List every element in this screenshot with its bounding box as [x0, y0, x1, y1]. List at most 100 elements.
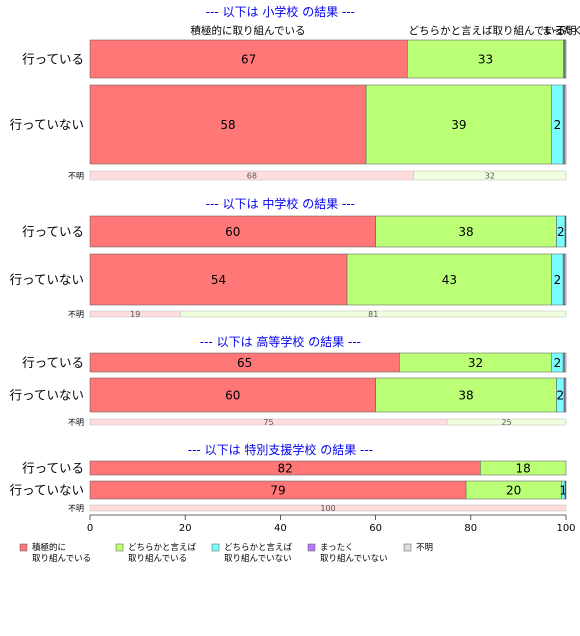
legend-swatch — [211, 543, 220, 552]
data-label: 32 — [468, 356, 483, 370]
data-label: 65 — [237, 356, 252, 370]
legend-item-c5: 不明 — [403, 543, 433, 553]
data-label: 75 — [263, 418, 273, 427]
data-label: 25 — [501, 418, 511, 427]
data-label: 2 — [554, 273, 562, 287]
legend-label: 取り組んでいる — [32, 553, 91, 564]
bar-segment-c2 — [446, 418, 567, 426]
row-label: 行っている — [22, 52, 84, 67]
bar-segment-c2 — [375, 377, 557, 413]
legend-label: 積極的に — [32, 542, 66, 553]
row-label: 行っている — [22, 461, 84, 476]
panel-title: --- 以下は 中学校 の結果 --- — [206, 196, 355, 211]
data-label: 1 — [559, 484, 567, 498]
top-labels: 積極的に取り組んでいる どちらかと言えば取り組んでいる まったく 不明 — [191, 24, 580, 37]
bar-segment-c2 — [365, 84, 552, 165]
data-label: 60 — [225, 225, 240, 239]
row-label: 不明 — [68, 172, 84, 181]
data-label: 43 — [442, 273, 457, 287]
row-label: 不明 — [68, 418, 84, 427]
top-label-2: どちらかと言えば取り組んでいる — [409, 24, 566, 37]
panel-1: --- 以下は 小学校 の結果 --- 行っている 67 33 行っていない 58 39 2 不… — [10, 4, 567, 181]
row-label: 不明 — [68, 504, 84, 513]
x-tick-label: 100 — [556, 523, 575, 534]
row-label: 行っていない — [10, 272, 84, 287]
top-label-3: まったく — [542, 25, 580, 37]
data-label: 2 — [556, 389, 564, 403]
legend-label: どちらかと言えば — [224, 542, 293, 553]
bar-segment-c1 — [89, 253, 348, 306]
legend-label: 不明 — [416, 543, 433, 553]
legend-swatch — [19, 543, 28, 552]
top-label-4: 不明 — [556, 25, 577, 37]
bar-segment-c5 — [564, 84, 567, 165]
row-label: 行っていない — [10, 388, 84, 403]
legend: 積極的に取り組んでいるどちらかと言えば取り組んでいるどちらかと言えば取り組んでい… — [19, 542, 433, 564]
bar-segment-c5 — [564, 377, 567, 413]
data-label: 58 — [220, 118, 235, 132]
data-label: 39 — [451, 118, 466, 132]
legend-label: 取り組んでいる — [128, 553, 187, 564]
x-tick-label: 20 — [179, 523, 192, 534]
legend-label: どちらかと言えば — [128, 542, 197, 553]
bar-segment-c1 — [89, 504, 567, 512]
legend-label: まったく — [320, 543, 354, 553]
panel-3: --- 以下は 高等学校 の結果 --- 行っている 65 32 2 行っていない 60 38… — [10, 334, 567, 427]
bar-segment-c2 — [407, 39, 564, 79]
data-label: 19 — [130, 310, 140, 319]
bar-segment-c5 — [564, 352, 567, 373]
data-label: 2 — [554, 118, 562, 132]
data-label: 38 — [458, 225, 473, 239]
bar-segment-c5 — [565, 480, 567, 500]
bar-segment-c2 — [346, 253, 552, 306]
legend-swatch — [307, 543, 316, 552]
x-tick-label: 80 — [464, 523, 477, 534]
legend-swatch — [403, 543, 412, 552]
row-label: 行っていない — [10, 117, 84, 132]
data-label: 54 — [211, 273, 226, 287]
legend-item-c2: どちらかと言えば取り組んでいる — [115, 542, 197, 564]
bar-segment-c2 — [375, 215, 557, 248]
panel-2: --- 以下は 中学校 の結果 --- 行っている 60 38 2 行っていない 54 43 2… — [10, 196, 567, 319]
data-label: 38 — [458, 389, 473, 403]
bar-segment-c1 — [89, 84, 367, 165]
panel-title: --- 以下は 高等学校 の結果 --- — [200, 334, 361, 349]
x-tick-label: 60 — [369, 523, 382, 534]
row-label: 行っていない — [10, 483, 84, 498]
data-label: 33 — [478, 53, 493, 67]
row-label: 行っている — [22, 355, 84, 370]
data-label: 32 — [485, 172, 495, 181]
panel-title: --- 以下は 特別支援学校 の結果 --- — [188, 442, 373, 457]
data-label: 82 — [278, 462, 293, 476]
x-tick-label: 0 — [87, 523, 93, 534]
panel-4: --- 以下は 特別支援学校 の結果 --- 行っている 82 18 行っていない 79 2… — [10, 442, 567, 513]
data-label: 67 — [241, 53, 256, 67]
bar-segment-c2 — [413, 170, 567, 181]
x-axis: 0 20 40 60 80 100 — [87, 514, 576, 534]
bar-segment-c1 — [89, 377, 376, 413]
data-label: 60 — [225, 389, 240, 403]
bar-segment-c5 — [564, 39, 567, 79]
data-label: 18 — [516, 462, 531, 476]
data-label: 2 — [557, 225, 565, 239]
bar-segment-c5 — [564, 253, 567, 306]
top-label-1: 積極的に取り組んでいる — [191, 24, 306, 37]
x-tick-label: 40 — [274, 523, 287, 534]
bar-segment-c2 — [480, 460, 567, 476]
data-label: 79 — [270, 484, 285, 498]
legend-label: 取り組んでいない — [320, 553, 388, 564]
data-label: 100 — [320, 504, 335, 513]
data-label: 68 — [247, 172, 257, 181]
data-label: 20 — [506, 484, 521, 498]
row-label: 不明 — [68, 310, 84, 319]
legend-swatch — [115, 543, 124, 552]
row-label: 行っている — [22, 224, 84, 239]
bar-segment-c5 — [565, 215, 567, 248]
data-label: 81 — [368, 310, 378, 319]
data-label: 2 — [554, 356, 562, 370]
panels: --- 以下は 小学校 の結果 --- 行っている 67 33 行っていない 58 39 2 不… — [10, 4, 567, 513]
panel-title: --- 以下は 小学校 の結果 --- — [206, 4, 355, 19]
